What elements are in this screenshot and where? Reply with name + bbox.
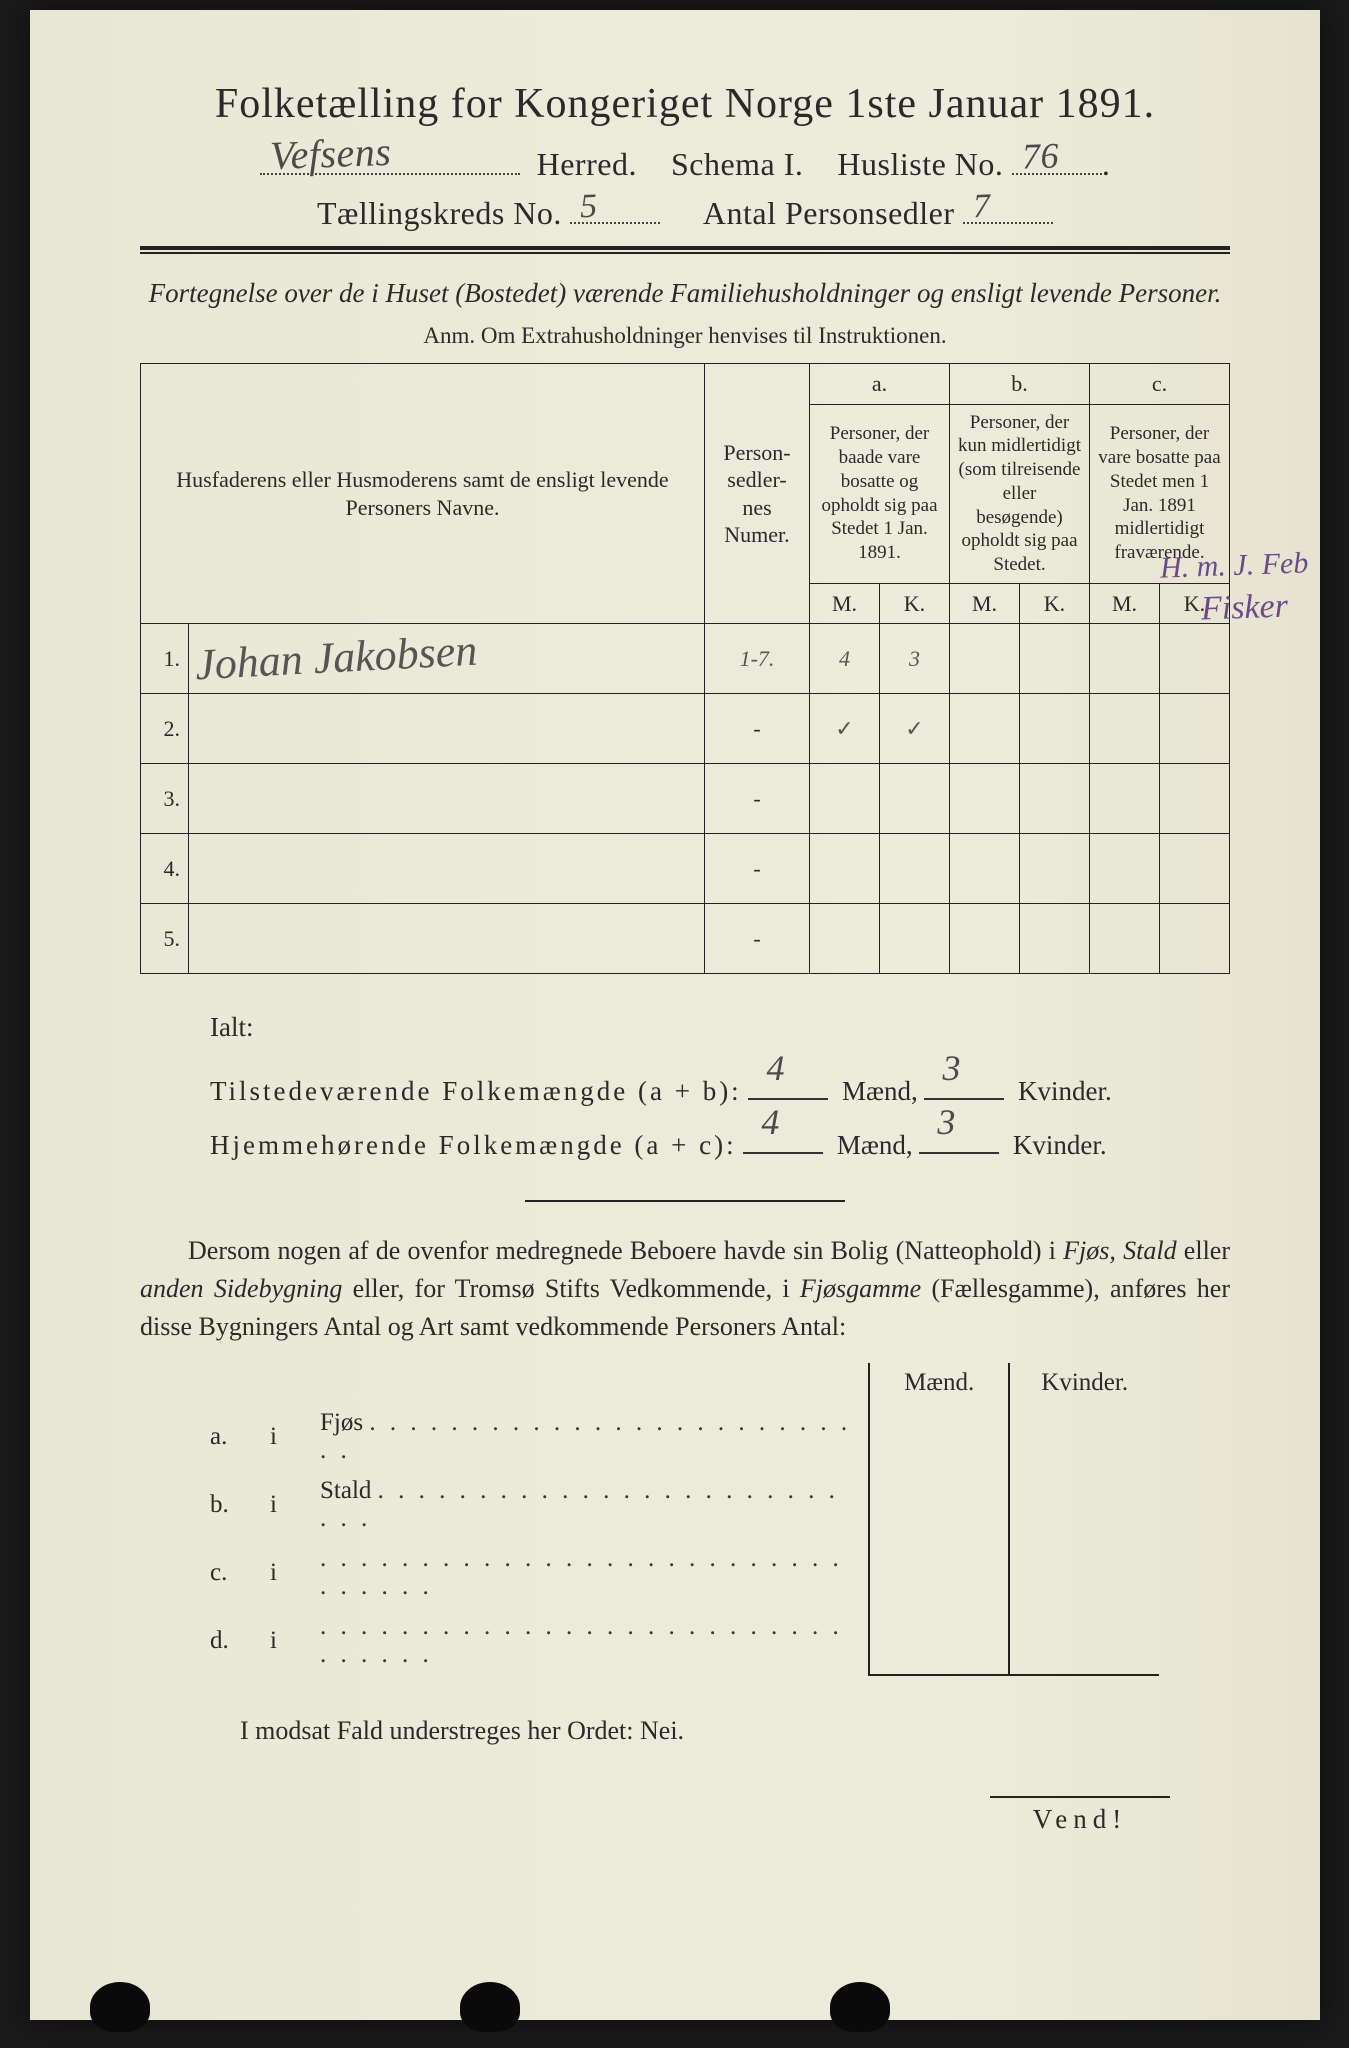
table-row: 1. Johan Jakobsen 1-7. 4 3	[141, 624, 1230, 694]
col-b-k: K.	[1020, 583, 1090, 624]
col-head-name: Husfaderens eller Husmoderens samt de en…	[141, 364, 705, 624]
husliste-label: Husliste No.	[837, 146, 1003, 182]
totals-line-2: Hjemmehørende Folkemængde (a + c): 4 Mæn…	[210, 1118, 1230, 1172]
schema-label: Schema I.	[671, 146, 803, 182]
kreds-label: Tællingskreds No.	[317, 195, 562, 231]
totals-line-1: Tilstedeværende Folkemængde (a + b): 4 M…	[210, 1064, 1230, 1118]
antal-field: 7	[963, 222, 1053, 224]
husliste-field: 76	[1012, 173, 1102, 175]
side-row: d. i . . . . . . . . . . . . . . . . . .…	[200, 1607, 1159, 1675]
name-cell: Johan Jakobsen	[189, 624, 705, 694]
col-head-num: Person-sedler-nes Numer.	[705, 364, 810, 624]
col-head-a: Personer, der baade vare bosatte og opho…	[810, 404, 950, 583]
side-col-maend: Mænd.	[869, 1363, 1009, 1403]
census-form-page: Folketælling for Kongeriget Norge 1ste J…	[30, 10, 1320, 2020]
herred-value: Vefsens	[269, 128, 392, 179]
divider-rule	[140, 246, 1230, 254]
col-head-b: Personer, der kun midlertidigt (som tilr…	[950, 404, 1090, 583]
side-building-table: Mænd. Kvinder. a. i Fjøs . . . . . . . .…	[200, 1363, 1159, 1676]
form-annotation: Anm. Om Extrahusholdninger henvises til …	[140, 323, 1230, 349]
col-head-b-top: b.	[950, 364, 1090, 405]
side-row: a. i Fjøs . . . . . . . . . . . . . . . …	[200, 1403, 1159, 1471]
household-table: Husfaderens eller Husmoderens samt de en…	[140, 363, 1230, 974]
table-row: 3. -	[141, 764, 1230, 834]
totals-block: Ialt: Tilstedeværende Folkemængde (a + b…	[210, 1000, 1230, 1172]
form-subtitle: Fortegnelse over de i Huset (Bostedet) v…	[140, 276, 1230, 311]
margin-note-1: H. m. J. Feb	[1159, 547, 1308, 586]
antal-label: Antal Personsedler	[703, 195, 955, 231]
side-row: b. i Stald . . . . . . . . . . . . . . .…	[200, 1471, 1159, 1539]
col-head-c-top: c.	[1090, 364, 1230, 405]
header-line-kreds: Tællingskreds No. 5 Antal Personsedler 7	[140, 195, 1230, 232]
modsat-line: I modsat Fald understreges her Ordet: Ne…	[240, 1716, 1230, 1746]
binding-hole-icon	[830, 1982, 890, 2032]
herred-field: Vefsens	[260, 173, 520, 175]
herred-label: Herred.	[537, 146, 637, 182]
small-divider	[525, 1200, 845, 1202]
side-building-paragraph: Dersom nogen af de ovenfor medregnede Be…	[140, 1232, 1230, 1345]
table-body: 1. Johan Jakobsen 1-7. 4 3 2. - ✓ ✓	[141, 624, 1230, 974]
binding-hole-icon	[90, 1982, 150, 2032]
col-a-m: M.	[810, 583, 880, 624]
total-ac-k: 3	[919, 1152, 999, 1154]
binding-hole-icon	[460, 1982, 520, 2032]
table-row: 2. - ✓ ✓	[141, 694, 1230, 764]
col-c-m: M.	[1090, 583, 1160, 624]
husliste-value: 76	[1021, 134, 1059, 177]
main-table-wrap: H. m. J. Feb Fisker Husfaderens eller Hu…	[140, 363, 1230, 974]
kreds-value: 5	[580, 188, 599, 227]
vend-label: Vend!	[140, 1796, 1230, 1835]
ialt-label: Ialt:	[210, 1000, 1230, 1054]
header-line-herred: Vefsens Herred. Schema I. Husliste No. 7…	[140, 146, 1230, 183]
side-row: c. i . . . . . . . . . . . . . . . . . .…	[200, 1539, 1159, 1607]
col-b-m: M.	[950, 583, 1020, 624]
page-title: Folketælling for Kongeriget Norge 1ste J…	[140, 80, 1230, 128]
kreds-field: 5	[570, 222, 660, 224]
margin-note-2: Fisker	[1201, 588, 1289, 629]
table-row: 5. -	[141, 904, 1230, 974]
total-ac-m: 4	[743, 1152, 823, 1154]
col-head-a-top: a.	[810, 364, 950, 405]
col-a-k: K.	[880, 583, 950, 624]
table-row: 4. -	[141, 834, 1230, 904]
antal-value: 7	[972, 188, 991, 227]
side-col-kvinder: Kvinder.	[1009, 1363, 1159, 1403]
